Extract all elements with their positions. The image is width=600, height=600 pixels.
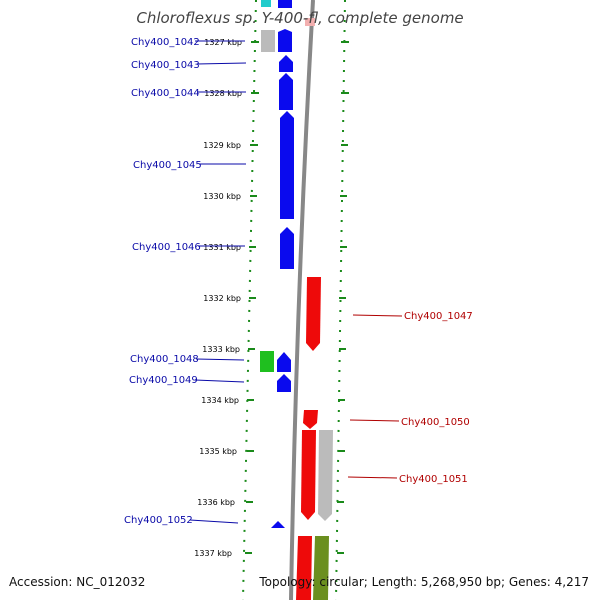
gene-label-chy400-1044: Chy400_1044 — [131, 88, 200, 99]
gene-chy400-1047 — [306, 277, 321, 351]
topology-text: Topology: circular; Length: 5,268,950 bp… — [258, 575, 589, 589]
genome-backbone — [289, 0, 315, 600]
tick-marks-left — [245, 41, 259, 554]
gene-chy400-1046 — [280, 227, 294, 269]
gene-chy400-1051-red — [301, 430, 316, 520]
gene-chy400-1045 — [280, 111, 294, 219]
gene-olive — [313, 536, 329, 600]
gene-grey-1042 — [261, 30, 275, 52]
gene-bottom-red — [296, 536, 312, 600]
gene-chy400-1043 — [279, 55, 293, 72]
forward-genes — [271, 0, 294, 528]
gene-label-chy400-1046: Chy400_1046 — [132, 242, 201, 253]
gene-label-chy400-1049: Chy400_1049 — [129, 375, 198, 386]
tick-label: 1332 kbp — [203, 294, 241, 303]
gene-chy400-1051 — [318, 430, 333, 521]
gene-label-chy400-1051: Chy400_1051 — [399, 474, 468, 485]
tick-label: 1337 kbp — [194, 549, 232, 558]
gene-cyan-top — [261, 0, 271, 7]
gene-chy400-1052 — [271, 521, 285, 528]
left-gene-labels[interactable]: Chy400_1042 Chy400_1043 Chy400_1044 Chy4… — [124, 37, 247, 526]
gene-chy400-1048 — [277, 352, 291, 372]
gene-label-chy400-1050: Chy400_1050 — [401, 417, 470, 428]
gene-label-chy400-1045: Chy400_1045 — [133, 160, 202, 171]
tick-marks-right — [337, 41, 349, 554]
tick-label: 1333 kbp — [202, 345, 240, 354]
gene-chy400-1050 — [303, 410, 318, 429]
gene-chy400-1042 — [278, 29, 292, 52]
right-gene-labels[interactable]: Chy400_1047 Chy400_1050 Chy400_1051 — [347, 311, 473, 485]
tick-label: 1327 kbp — [204, 38, 242, 47]
tick-label: 1328 kbp — [204, 89, 242, 98]
tick-label: 1330 kbp — [203, 192, 241, 201]
tick-label: 1329 kbp — [203, 141, 241, 150]
gene-label-chy400-1047: Chy400_1047 — [404, 311, 473, 322]
reverse-genes — [296, 18, 321, 600]
tick-label: 1335 kbp — [199, 447, 237, 456]
tick-label: 1336 kbp — [197, 498, 235, 507]
gene-label-chy400-1052: Chy400_1052 — [124, 515, 193, 526]
gene-chy400-1049 — [277, 374, 291, 392]
gene-label-chy400-1048: Chy400_1048 — [130, 354, 199, 365]
tick-label: 1334 kbp — [201, 396, 239, 405]
gene-green-1048 — [260, 351, 274, 372]
tick-labels: 1327 kbp 1328 kbp 1329 kbp 1330 kbp 1331… — [194, 38, 242, 558]
tick-label: 1331 kbp — [203, 243, 241, 252]
accession-text: Accession: NC_012032 — [9, 575, 145, 589]
gene-top-partial — [278, 0, 292, 8]
map-title: Chloroflexus sp. Y-400-fl, complete geno… — [136, 9, 463, 27]
gene-chy400-1044 — [279, 73, 293, 110]
gene-top-pink — [305, 18, 315, 26]
gene-label-chy400-1043: Chy400_1043 — [131, 60, 200, 71]
gene-label-chy400-1042: Chy400_1042 — [131, 37, 200, 48]
right-dotted-track — [335, 0, 346, 600]
left-dotted-track — [242, 0, 257, 600]
